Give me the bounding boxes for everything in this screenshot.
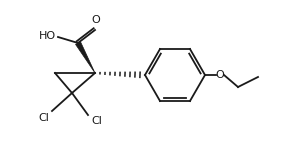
Text: O: O	[216, 70, 224, 80]
Text: HO: HO	[39, 31, 56, 41]
Text: Cl: Cl	[91, 116, 102, 126]
Text: O: O	[91, 15, 100, 25]
Text: Cl: Cl	[38, 113, 49, 123]
Polygon shape	[76, 42, 95, 73]
